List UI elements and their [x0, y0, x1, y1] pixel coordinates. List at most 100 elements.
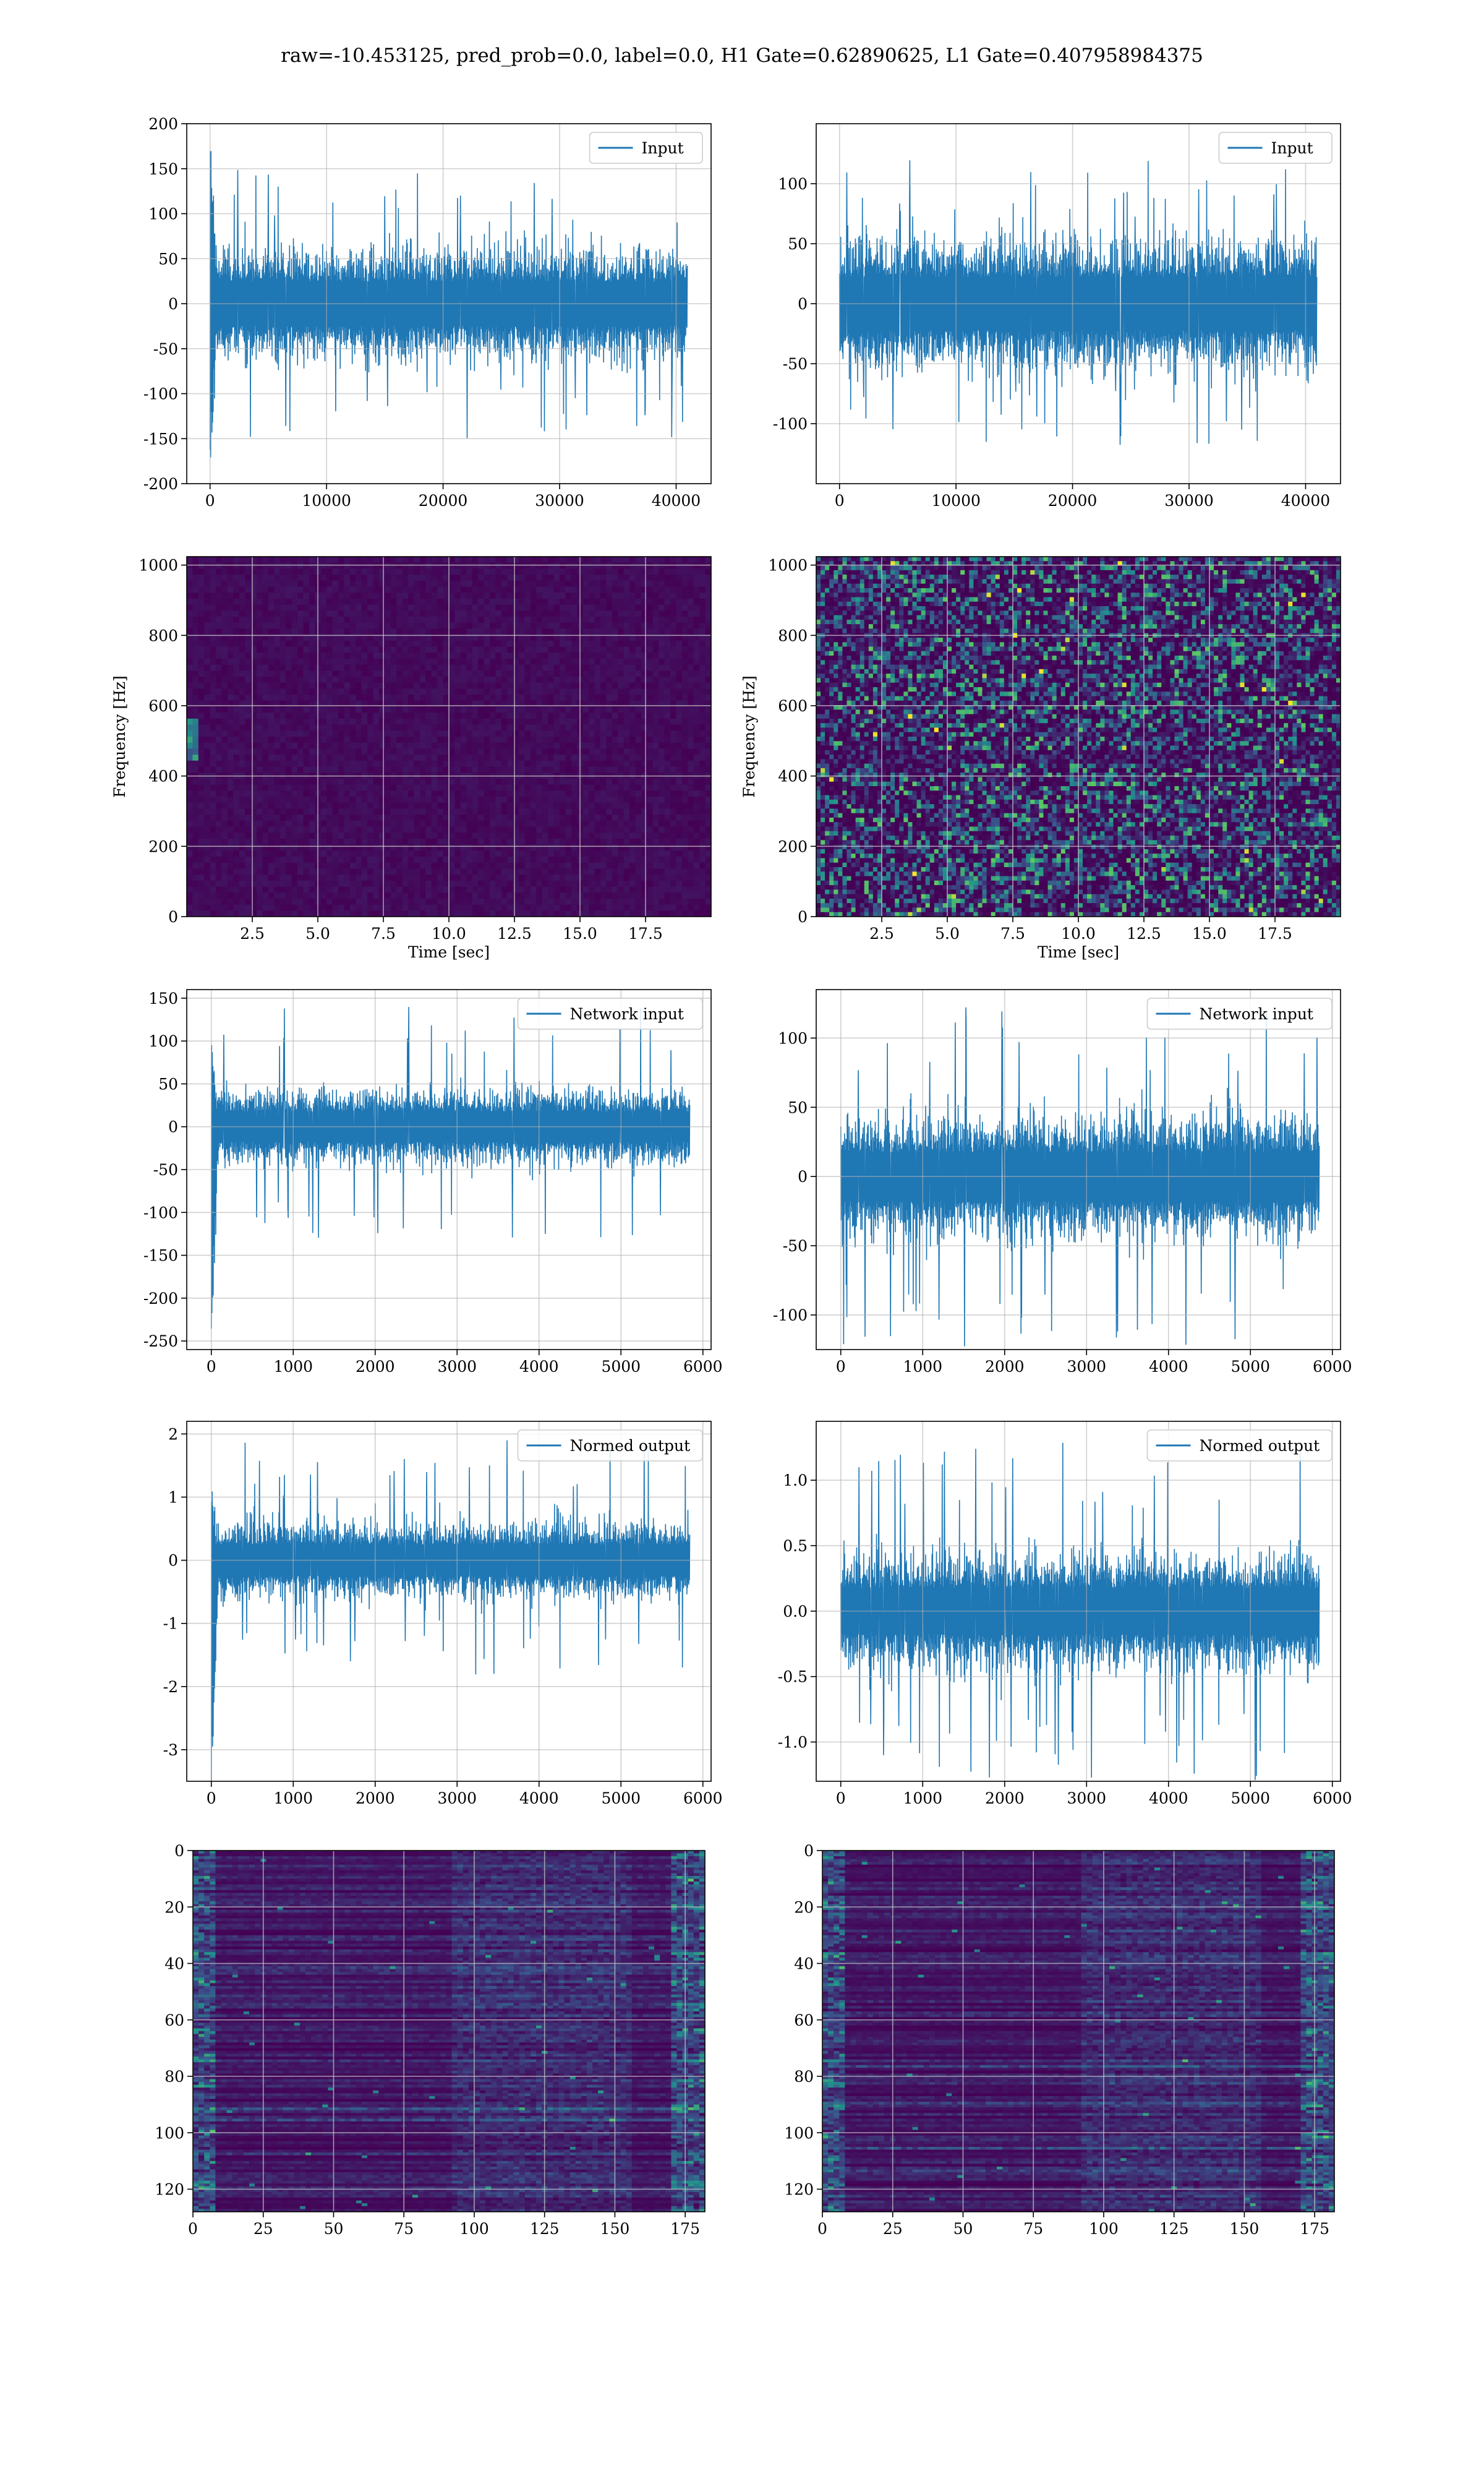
heat-cell [560, 718, 566, 726]
heat-cell [402, 635, 409, 641]
heat-cell [571, 730, 578, 737]
heat-cell [600, 880, 607, 888]
heat-cell [582, 844, 589, 851]
heat-cell [356, 826, 362, 833]
heat-cell [542, 868, 548, 875]
heat-cell [303, 575, 310, 581]
heat-cell [623, 562, 630, 569]
heat-cell [396, 910, 403, 917]
heat-cell [361, 658, 368, 666]
heat-cell [286, 593, 292, 599]
heat-cell [548, 862, 555, 869]
heat-cell [641, 833, 647, 839]
heat-cell [443, 568, 450, 575]
heat-cell [565, 886, 572, 893]
heat-cell [425, 892, 432, 899]
heat-cell [303, 844, 310, 851]
heat-cell [338, 760, 344, 768]
heat-cell [600, 617, 607, 623]
heat-cell [326, 898, 333, 905]
heat-cell [198, 844, 205, 851]
heat-cell [198, 688, 205, 695]
heat-cell [443, 820, 450, 828]
heat-cell [489, 838, 496, 845]
heat-cell [268, 575, 275, 581]
heat-cell [268, 820, 275, 828]
heat-cell [408, 862, 415, 869]
heat-cell [192, 857, 199, 863]
heat-cell [495, 628, 502, 635]
heat-cell [408, 593, 415, 599]
heat-cell [652, 784, 659, 791]
heat-cell [449, 677, 456, 683]
heat-cell [402, 724, 409, 731]
heat-cell [454, 706, 461, 713]
heat-cell [594, 797, 601, 803]
heat-cell [274, 580, 281, 588]
heat-cell [582, 688, 589, 695]
heat-cell [210, 718, 216, 726]
heat-cell [495, 875, 502, 881]
heat-cell [233, 640, 240, 648]
heat-cell [443, 748, 450, 755]
heat-cell [618, 695, 625, 701]
heat-cell [449, 575, 456, 581]
heat-cell [367, 730, 374, 737]
heat-cell [536, 850, 543, 857]
heat-cell [530, 713, 537, 719]
heat-cell [623, 568, 630, 575]
heat-cell [635, 610, 642, 617]
heat-cell [560, 706, 566, 713]
heat-cell [641, 790, 647, 797]
heat-cell [536, 755, 543, 761]
heat-cell [320, 880, 327, 888]
heat-cell [402, 815, 409, 821]
heat-cell [495, 784, 502, 791]
heat-cell [257, 857, 263, 863]
heat-cell [279, 658, 286, 666]
heat-cell [198, 790, 205, 797]
heat-cell [344, 568, 351, 575]
heat-cell [349, 820, 356, 828]
heat-cell [192, 568, 199, 575]
heat-cell [367, 797, 374, 803]
heat-cell [221, 718, 228, 726]
heat-cell [618, 886, 625, 893]
heat-cell [320, 664, 327, 671]
heat-cell [495, 682, 502, 689]
heat-cell [618, 797, 625, 803]
heat-cell [618, 568, 625, 575]
heat-cell [548, 904, 555, 911]
heat-cell [600, 898, 607, 905]
heat-cell [589, 797, 595, 803]
heat-cell [513, 628, 519, 635]
heat-cell [396, 838, 403, 845]
heat-cell [519, 748, 526, 755]
heat-cell [629, 700, 636, 708]
heat-cell [262, 622, 269, 629]
heat-cell [396, 904, 403, 911]
heat-cell [612, 718, 618, 726]
heat-cell [297, 844, 304, 851]
heat-cell [344, 868, 351, 875]
heat-cell [216, 562, 223, 569]
heat-cell [519, 875, 526, 881]
heat-cell [443, 904, 450, 911]
heat-cell [385, 808, 391, 815]
heat-cell [419, 557, 426, 563]
heat-cell [233, 653, 240, 659]
heat-cell [378, 617, 385, 623]
heat-cell [245, 808, 252, 815]
heat-cell [286, 724, 292, 731]
heat-cell [245, 562, 252, 569]
heat-cell [309, 748, 315, 755]
heat-cell [373, 718, 380, 726]
heat-cell [571, 658, 578, 666]
heat-cell [332, 892, 339, 899]
heat-cell [402, 562, 409, 569]
heat-cell [356, 682, 362, 689]
heat-cell [414, 802, 420, 809]
heat-cell [495, 838, 502, 845]
heat-cell [274, 868, 281, 875]
heat-cell [198, 628, 205, 635]
